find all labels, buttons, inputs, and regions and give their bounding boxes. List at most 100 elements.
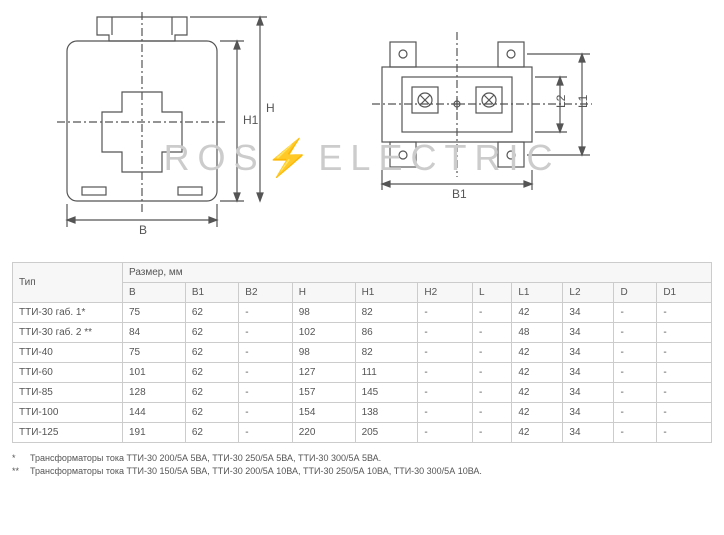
cell-val: - [473,383,512,403]
dim-h-label: H [266,101,275,115]
cell-val: 42 [512,303,563,323]
cell-val: 42 [512,383,563,403]
th-col: B2 [239,283,292,303]
cell-val: 62 [185,403,238,423]
front-view: B H1 H [12,12,292,242]
dim-b1-label: B1 [452,187,467,201]
cell-val: - [614,323,657,343]
table-row: ТТИ-30 габ. 2 **8462-10286--4834-- [13,323,712,343]
cell-val: - [473,423,512,443]
th-col: D1 [657,283,712,303]
cell-val: - [657,423,712,443]
th-col: H [292,283,355,303]
cell-val: 34 [563,363,614,383]
cell-val: - [614,403,657,423]
cell-val: - [239,423,292,443]
cell-val: 42 [512,403,563,423]
table-body: ТТИ-30 габ. 1*7562-9882--4234--ТТИ-30 га… [13,303,712,443]
table-row: ТТИ-407562-9882--4234-- [13,343,712,363]
footnote-text: Трансформаторы тока ТТИ-30 150/5А 5ВА, Т… [30,466,482,476]
cell-val: 62 [185,363,238,383]
cell-val: - [473,403,512,423]
th-size: Размер, мм [123,263,712,283]
cell-val: 75 [123,303,186,323]
cell-val: - [473,363,512,383]
cell-val: - [614,423,657,443]
cell-val: - [657,343,712,363]
top-view: B1 L2 L1 [332,12,632,242]
cell-val: - [657,383,712,403]
cell-val: 34 [563,383,614,403]
cell-val: 144 [123,403,186,423]
cell-val: 84 [123,323,186,343]
cell-val: - [418,423,473,443]
cell-val: 82 [355,303,418,323]
footnote: **Трансформаторы тока ТТИ-30 150/5А 5ВА,… [12,466,712,476]
cell-val: - [418,403,473,423]
cell-val: - [473,303,512,323]
footnote-text: Трансформаторы тока ТТИ-30 200/5А 5ВА, Т… [30,453,381,463]
cell-val: 128 [123,383,186,403]
cell-val: 62 [185,303,238,323]
drawings-row: B H1 H [12,12,712,242]
cell-val: - [418,303,473,323]
cell-val: 34 [563,323,614,343]
th-col: L2 [563,283,614,303]
cell-val: 205 [355,423,418,443]
cell-val: 154 [292,403,355,423]
dim-l2-label: L2 [554,94,568,108]
th-col: L [473,283,512,303]
cell-val: 86 [355,323,418,343]
cell-val: 62 [185,383,238,403]
cell-val: - [239,343,292,363]
footnotes: *Трансформаторы тока ТТИ-30 200/5А 5ВА, … [12,453,712,476]
cell-val: 34 [563,403,614,423]
cell-type: ТТИ-60 [13,363,123,383]
cell-val: 82 [355,343,418,363]
cell-val: 191 [123,423,186,443]
cell-val: 34 [563,423,614,443]
th-col: H1 [355,283,418,303]
th-col: H2 [418,283,473,303]
th-col: B1 [185,283,238,303]
cell-val: 138 [355,403,418,423]
cell-val: 42 [512,363,563,383]
cell-val: 62 [185,343,238,363]
footnote-mark: ** [12,466,30,476]
cell-val: 98 [292,303,355,323]
cell-val: 220 [292,423,355,443]
cell-val: 102 [292,323,355,343]
cell-type: ТТИ-40 [13,343,123,363]
dimensions-table: Тип Размер, мм BB1B2HH1H2LL1L2DD1 ТТИ-30… [12,262,712,443]
cell-val: - [657,363,712,383]
cell-val: 98 [292,343,355,363]
th-col: L1 [512,283,563,303]
cell-val: 34 [563,343,614,363]
dim-h1-label: H1 [243,113,259,127]
cell-val: 111 [355,363,418,383]
table-row: ТТИ-30 габ. 1*7562-9882--4234-- [13,303,712,323]
cell-type: ТТИ-30 габ. 2 ** [13,323,123,343]
th-col: B [123,283,186,303]
cell-val: 42 [512,423,563,443]
cell-type: ТТИ-30 габ. 1* [13,303,123,323]
th-col: D [614,283,657,303]
cell-type: ТТИ-100 [13,403,123,423]
cell-val: 62 [185,423,238,443]
dim-l1-label: L1 [576,94,590,108]
dim-b-label: B [139,223,147,237]
cell-val: - [418,323,473,343]
cell-val: - [239,303,292,323]
cell-val: 145 [355,383,418,403]
table-row: ТТИ-8512862-157145--4234-- [13,383,712,403]
cell-type: ТТИ-85 [13,383,123,403]
cell-val: - [473,343,512,363]
cell-val: - [473,323,512,343]
cell-val: - [657,303,712,323]
table-row: ТТИ-6010162-127111--4234-- [13,363,712,383]
cell-val: 157 [292,383,355,403]
cell-val: 101 [123,363,186,383]
cell-val: - [239,403,292,423]
cell-val: - [239,323,292,343]
cell-val: 48 [512,323,563,343]
